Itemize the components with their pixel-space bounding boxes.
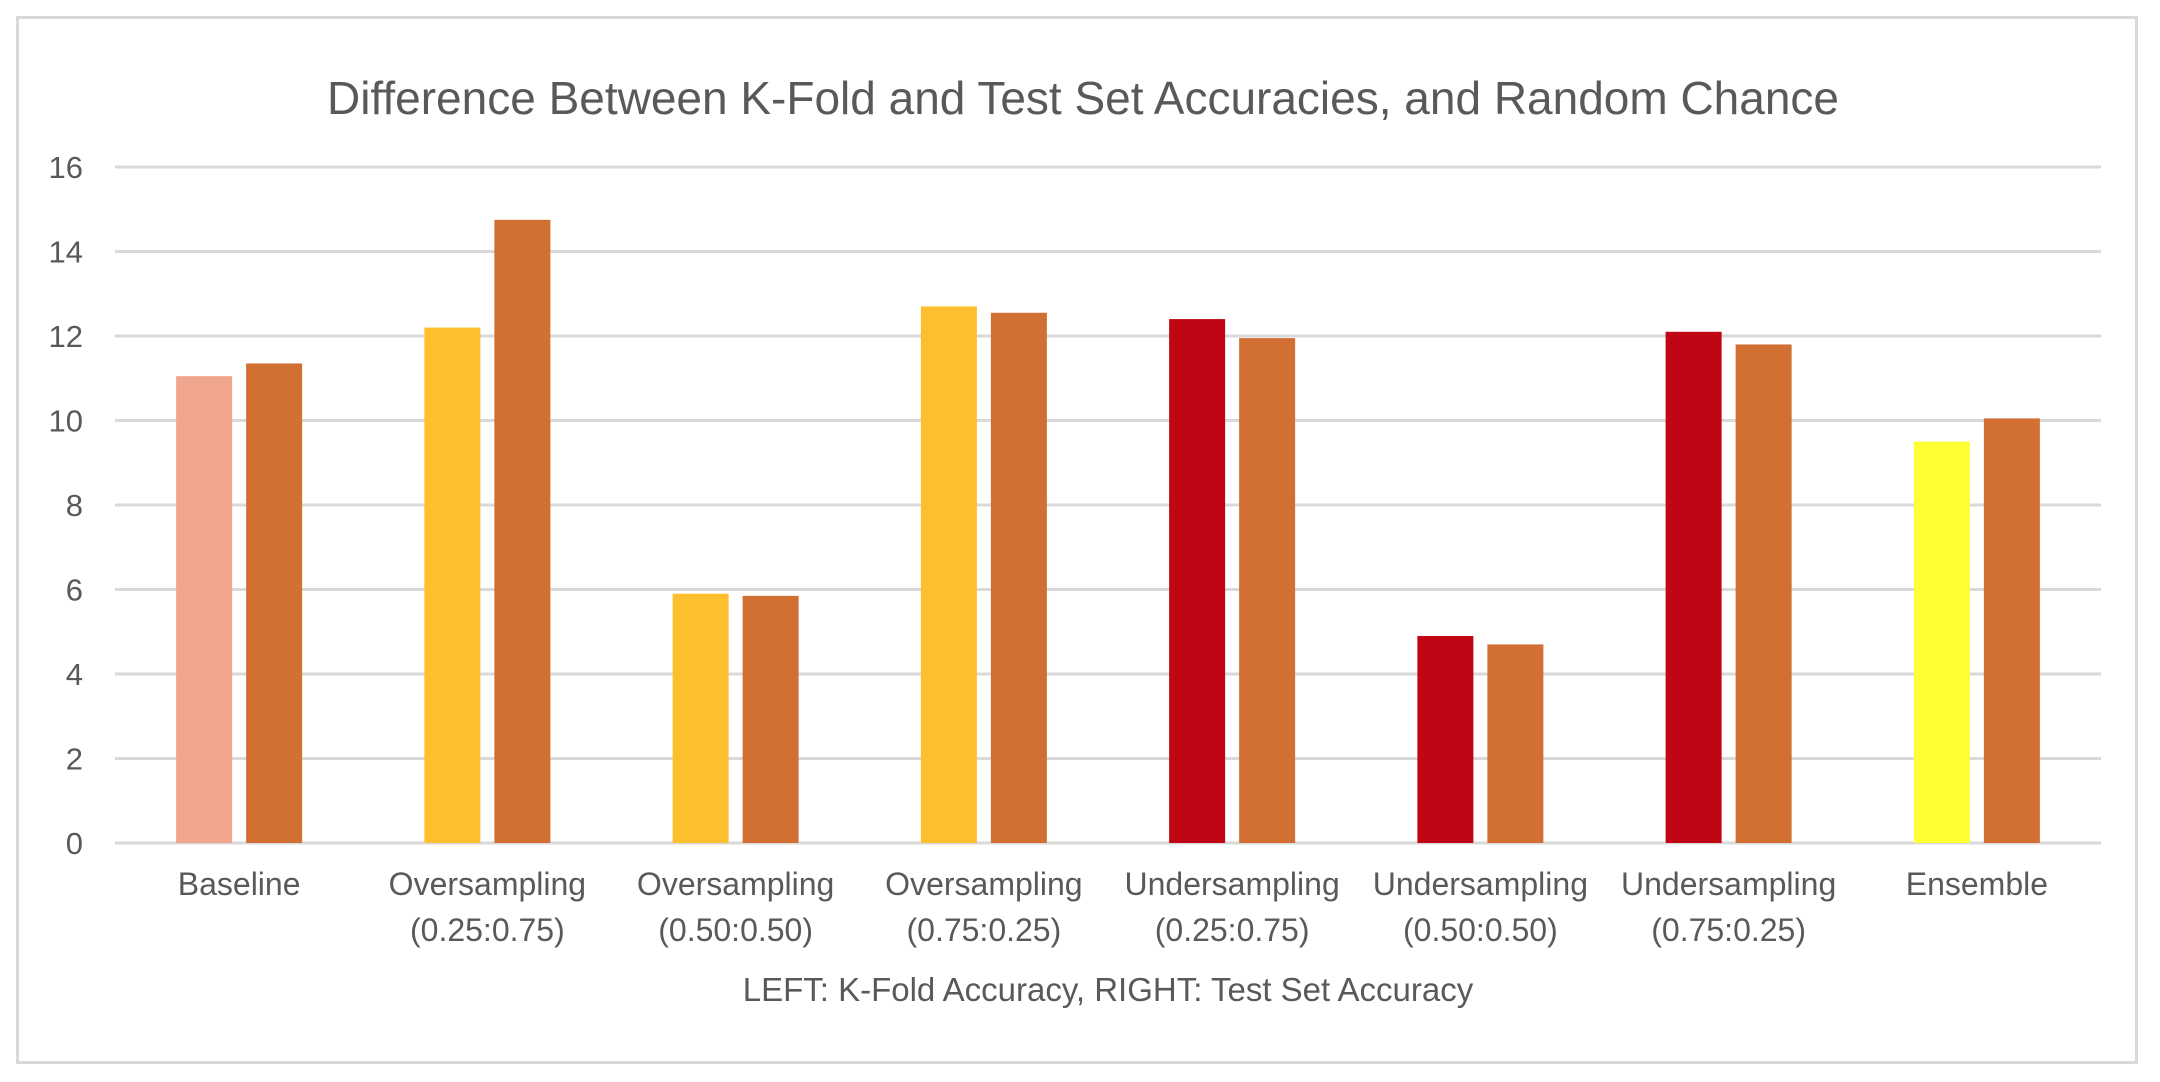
testset-bar-3 bbox=[990, 312, 1047, 843]
chart-title: Difference Between K-Fold and Test Set A… bbox=[327, 72, 1839, 124]
testset-bar-6 bbox=[1735, 344, 1792, 843]
x-category-label: (0.50:0.50) bbox=[658, 912, 813, 948]
y-tick-label: 6 bbox=[66, 573, 83, 608]
x-axis-title: LEFT: K-Fold Accuracy, RIGHT: Test Set A… bbox=[743, 971, 1474, 1008]
kfold-bar-7 bbox=[1913, 441, 1970, 843]
kfold-bar-6 bbox=[1665, 331, 1722, 843]
y-axis-ticks: 0 2 4 6 8 10 12 14 16 bbox=[49, 150, 83, 861]
testset-bar-1 bbox=[494, 219, 551, 843]
x-category-label: (0.25:0.75) bbox=[1155, 912, 1310, 948]
y-tick-label: 4 bbox=[66, 657, 83, 692]
y-tick-label: 2 bbox=[66, 742, 83, 777]
testset-bar-4 bbox=[1239, 338, 1296, 843]
kfold-bar-0 bbox=[176, 376, 233, 843]
testset-bar-2 bbox=[742, 595, 799, 843]
x-category-label: Oversampling bbox=[389, 866, 586, 902]
y-tick-label: 16 bbox=[49, 150, 83, 185]
y-tick-label: 0 bbox=[66, 826, 83, 861]
x-category-label: Ensemble bbox=[1906, 866, 2048, 902]
testset-bar-0 bbox=[246, 363, 303, 843]
y-tick-label: 8 bbox=[66, 488, 83, 523]
bars bbox=[176, 219, 2040, 844]
y-tick-label: 14 bbox=[49, 235, 83, 270]
x-category-label: Undersampling bbox=[1373, 866, 1588, 902]
x-category-label: Oversampling bbox=[885, 866, 1082, 902]
x-category-label: Undersampling bbox=[1621, 866, 1836, 902]
x-category-label: Baseline bbox=[178, 866, 301, 902]
x-category-label: (0.75:0.25) bbox=[906, 912, 1061, 948]
x-category-label: Undersampling bbox=[1125, 866, 1340, 902]
y-tick-label: 10 bbox=[49, 404, 83, 439]
x-category-label: (0.75:0.25) bbox=[1651, 912, 1806, 948]
testset-bar-7 bbox=[1983, 418, 2040, 843]
x-category-label: Oversampling bbox=[637, 866, 834, 902]
bar-chart: Difference Between K-Fold and Test Set A… bbox=[49, 72, 2101, 1008]
x-category-label: (0.25:0.75) bbox=[410, 912, 565, 948]
x-category-label: (0.50:0.50) bbox=[1403, 912, 1558, 948]
kfold-bar-3 bbox=[920, 306, 977, 843]
testset-bar-5 bbox=[1487, 644, 1544, 843]
kfold-bar-5 bbox=[1417, 635, 1474, 843]
chart-frame: Difference Between K-Fold and Test Set A… bbox=[16, 16, 2138, 1064]
kfold-bar-1 bbox=[424, 327, 481, 843]
gridlines bbox=[115, 165, 2101, 845]
kfold-bar-2 bbox=[672, 593, 729, 843]
x-axis-category-labels: Baseline Oversampling (0.25:0.75) Oversampl… bbox=[178, 866, 2048, 948]
kfold-bar-4 bbox=[1169, 319, 1226, 844]
y-tick-label: 12 bbox=[49, 319, 83, 354]
